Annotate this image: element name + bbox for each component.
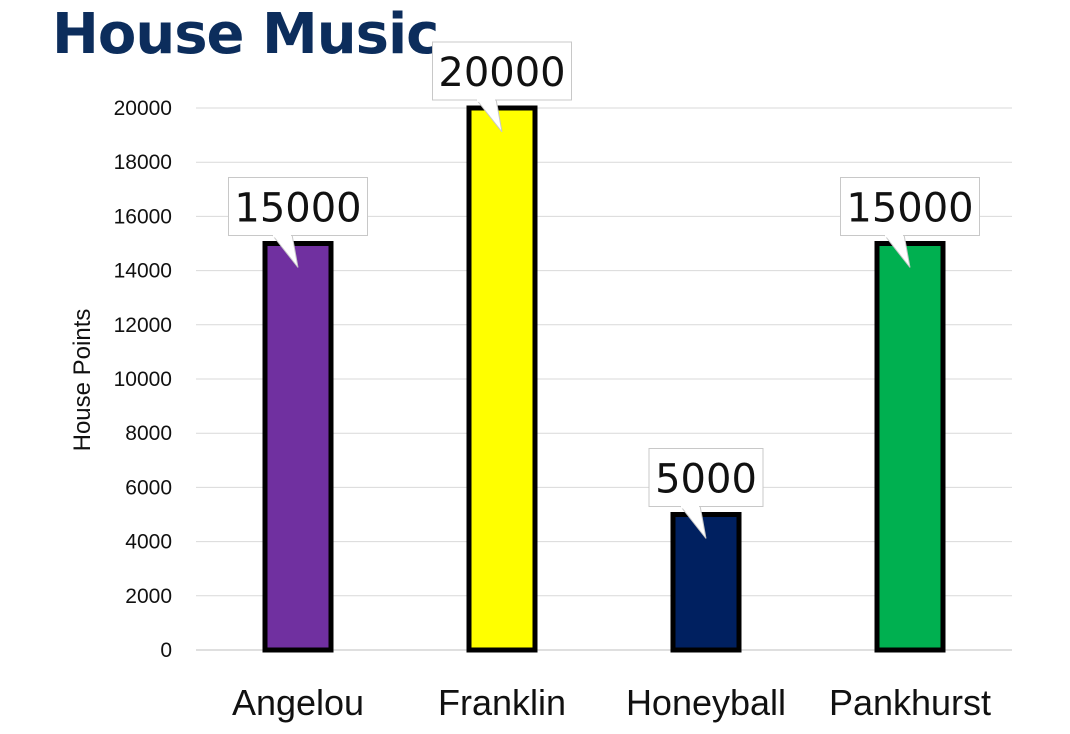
- data-label-pankhurst: 15000: [840, 177, 980, 268]
- callout-joint: [681, 504, 699, 509]
- callout-joint: [477, 98, 495, 102]
- data-label-text: 15000: [846, 186, 973, 232]
- y-axis-ticks: 0 2000 4000 6000 8000 10000 12000 14000 16000 180…: [114, 97, 172, 662]
- x-category-label: Franklin: [438, 682, 566, 723]
- data-label-honeyball: 5000: [648, 448, 764, 539]
- x-category-label: Honeyball: [626, 682, 786, 723]
- data-label-angelou: 15000: [228, 177, 368, 268]
- bar-franklin: [466, 105, 538, 653]
- bar-angelou: [262, 241, 334, 653]
- callout-joint: [273, 233, 291, 238]
- y-tick-label: 14000: [114, 260, 172, 283]
- bar-pankhurst: [874, 241, 946, 653]
- y-tick-label: 12000: [114, 314, 172, 337]
- y-tick-label: 4000: [125, 531, 172, 554]
- y-tick-label: 0: [160, 639, 172, 662]
- callout-joint: [885, 233, 903, 238]
- callout-box: [228, 177, 368, 236]
- data-label-text: 5000: [655, 457, 757, 503]
- y-tick-label: 20000: [114, 97, 172, 120]
- x-axis-categories: Angelou Franklin Honeyball Pankhurst: [232, 682, 991, 723]
- y-axis-title: House Points: [69, 309, 96, 452]
- callout-box: [840, 177, 980, 236]
- bar-honeyball: [670, 512, 742, 653]
- y-tick-label: 18000: [114, 151, 172, 174]
- y-tick-label: 16000: [114, 205, 172, 228]
- bars: [262, 105, 946, 653]
- data-label-text: 15000: [234, 186, 361, 232]
- chart-title: House Music: [52, 2, 439, 67]
- data-label-franklin: 20000: [432, 41, 572, 133]
- y-tick-label: 6000: [125, 476, 172, 499]
- y-tick-label: 8000: [125, 422, 172, 445]
- data-label-text: 20000: [438, 50, 565, 96]
- y-tick-label: 2000: [125, 585, 172, 608]
- data-labels: 15000 20000 5000 15000: [228, 41, 980, 539]
- x-category-label: Pankhurst: [829, 682, 991, 723]
- x-category-label: Angelou: [232, 682, 364, 723]
- y-tick-label: 10000: [114, 368, 172, 391]
- callout-box: [648, 448, 764, 507]
- callout-box: [432, 41, 572, 101]
